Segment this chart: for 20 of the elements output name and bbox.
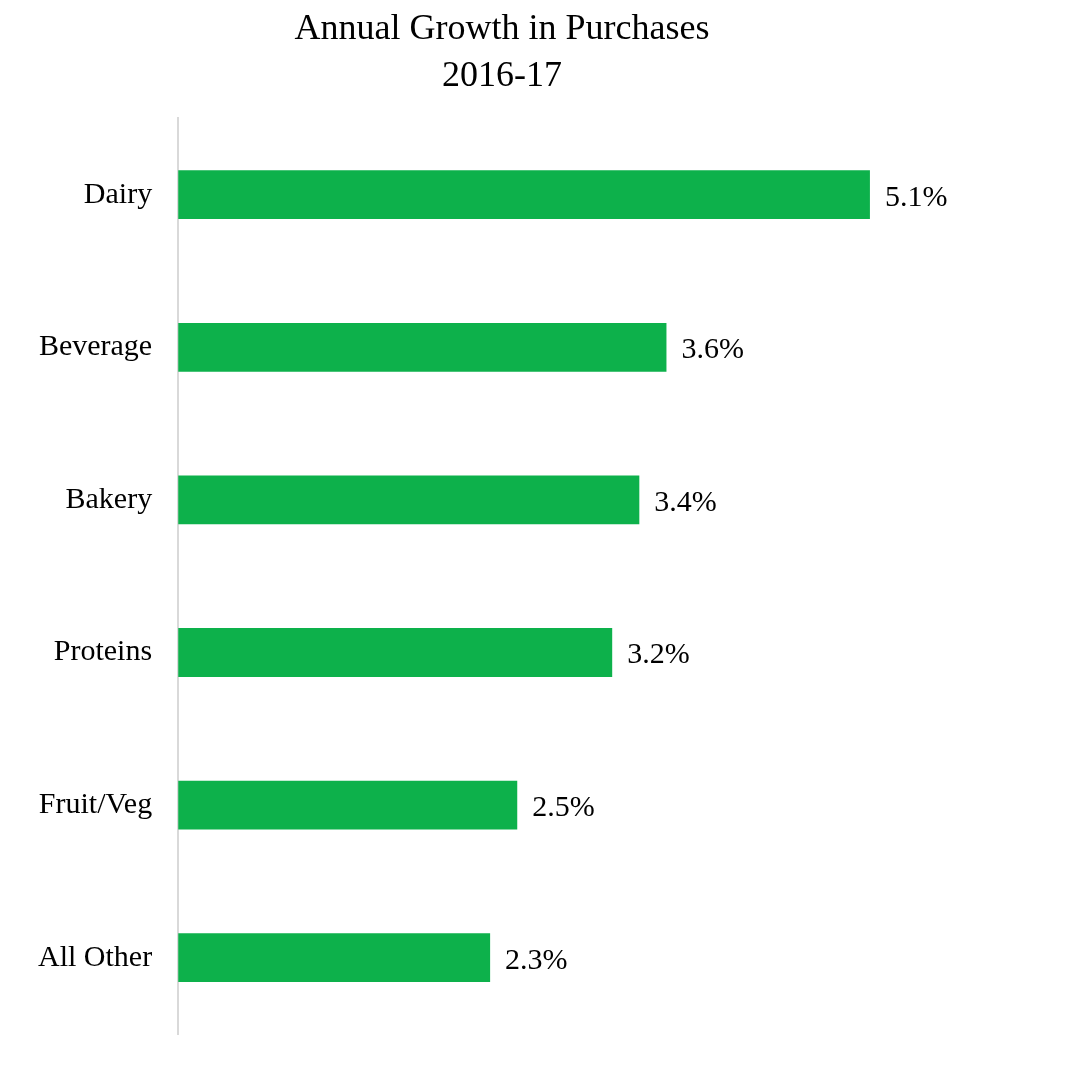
bar [178,933,491,983]
y-tick-label: Bakery [65,480,153,514]
y-tick-label: Fruit/Veg [38,785,153,819]
data-label: 3.2% [627,636,690,670]
y-tick-label: All Other [38,938,153,972]
bar [178,628,613,677]
data-label: 2.3% [505,941,568,975]
chart-subtitle: 2016-17 [442,54,562,95]
bar [178,780,518,830]
bar [178,322,667,372]
y-tick-label: Dairy [83,175,153,209]
data-label: 3.6% [681,331,744,365]
data-label: 3.4% [654,483,717,517]
data-label: 5.1% [884,178,948,212]
bar [178,475,640,525]
y-tick-label: Beverage [38,328,153,362]
bar [178,170,870,220]
y-tick-label: Proteins [53,633,153,667]
chart-title: Annual Growth in Purchases [294,7,710,48]
data-label: 2.5% [532,788,595,822]
